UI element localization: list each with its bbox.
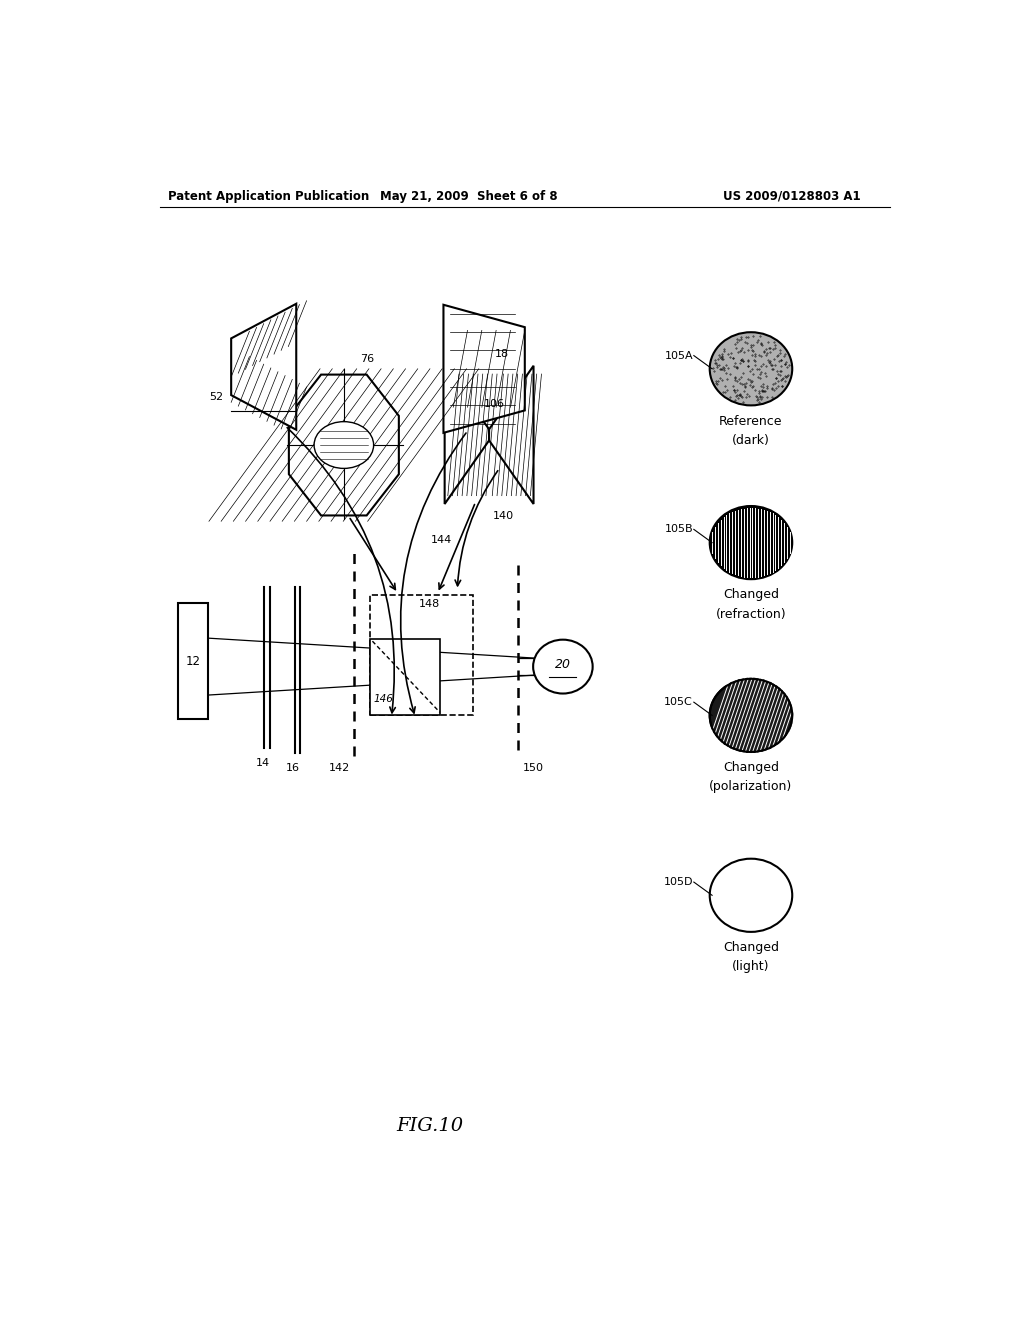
Text: Changed: Changed	[723, 941, 779, 954]
Text: 18: 18	[495, 348, 509, 359]
Text: 105C: 105C	[665, 697, 693, 708]
Polygon shape	[444, 366, 489, 504]
Text: 76: 76	[360, 354, 375, 364]
Text: May 21, 2009  Sheet 6 of 8: May 21, 2009 Sheet 6 of 8	[381, 190, 558, 202]
Text: 105B: 105B	[665, 524, 693, 535]
Ellipse shape	[710, 859, 793, 932]
Bar	[178, 602, 208, 719]
Text: (light): (light)	[732, 961, 770, 973]
Text: FIG.10: FIG.10	[396, 1117, 463, 1135]
Text: Changed: Changed	[723, 589, 779, 602]
Polygon shape	[443, 305, 524, 433]
Ellipse shape	[710, 506, 793, 579]
Text: 146: 146	[374, 694, 393, 704]
Text: 150: 150	[522, 763, 544, 774]
Text: US 2009/0128803 A1: US 2009/0128803 A1	[723, 190, 861, 202]
Text: 140: 140	[494, 511, 514, 521]
Bar	[370, 595, 473, 715]
Ellipse shape	[314, 421, 374, 469]
Text: (refraction): (refraction)	[716, 607, 786, 620]
Polygon shape	[489, 366, 534, 504]
Text: 142: 142	[329, 763, 350, 774]
Text: 16: 16	[286, 763, 300, 774]
Text: (polarization): (polarization)	[710, 780, 793, 793]
Text: 105A: 105A	[665, 351, 693, 360]
Text: (dark): (dark)	[732, 434, 770, 447]
Text: 12: 12	[185, 655, 201, 668]
Text: Reference: Reference	[719, 414, 782, 428]
Text: 20: 20	[555, 659, 571, 671]
Text: 148: 148	[419, 598, 440, 609]
Polygon shape	[289, 375, 399, 515]
Text: Patent Application Publication: Patent Application Publication	[168, 190, 369, 202]
Text: 52: 52	[209, 392, 223, 403]
Text: 14: 14	[256, 758, 270, 768]
Text: Changed: Changed	[723, 762, 779, 774]
Text: 106: 106	[483, 399, 505, 409]
Polygon shape	[231, 304, 296, 430]
Ellipse shape	[710, 333, 793, 405]
Ellipse shape	[534, 640, 593, 693]
Bar	[370, 639, 440, 715]
Ellipse shape	[710, 678, 793, 752]
Text: 144: 144	[431, 535, 453, 545]
Text: 105D: 105D	[664, 876, 693, 887]
